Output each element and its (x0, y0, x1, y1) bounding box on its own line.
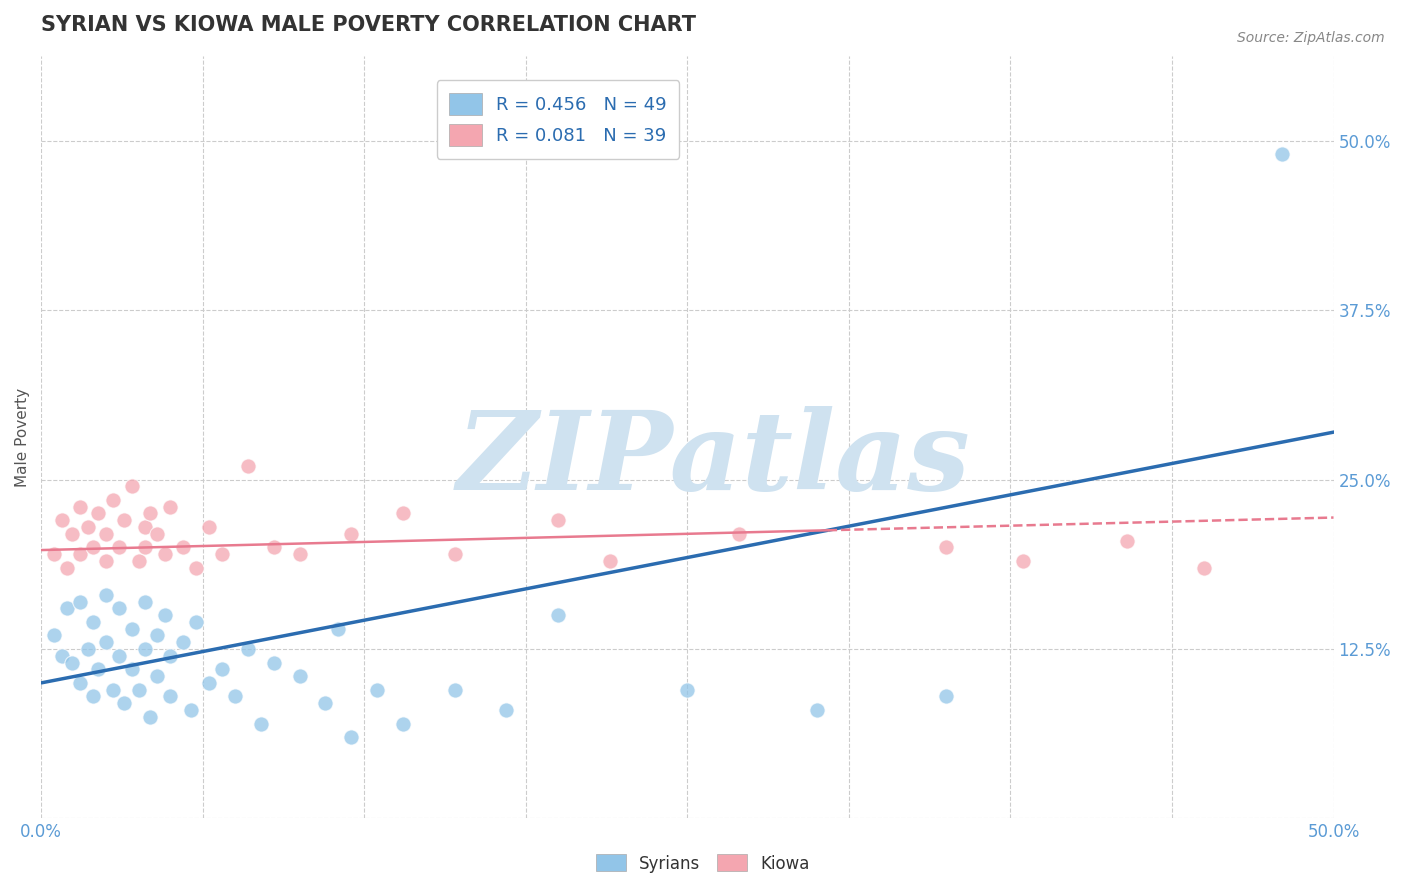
Point (153, 608, 176, 623)
Point (1012, 554, 1035, 568)
Point (107, 648, 129, 663)
Point (935, 690, 957, 704)
Point (180, 703, 202, 717)
Point (121, 662, 143, 676)
Point (69, 500, 91, 514)
Point (87, 507, 110, 521)
Point (495, 703, 517, 717)
Point (76, 642, 98, 657)
Point (1271, 147, 1294, 161)
Point (69, 547, 91, 561)
Point (443, 682, 465, 697)
Point (159, 500, 181, 514)
Point (186, 615, 208, 629)
Y-axis label: Male Poverty: Male Poverty (15, 388, 30, 487)
Point (128, 682, 150, 697)
Point (76, 520, 98, 534)
Point (186, 560, 208, 574)
Point (288, 669, 311, 683)
Point (211, 547, 233, 561)
Point (69, 594, 91, 608)
Point (224, 690, 246, 704)
Point (328, 622, 350, 636)
Point (51, 513, 73, 527)
Point (728, 526, 751, 541)
Legend: R = 0.456   N = 49, R = 0.081   N = 39: R = 0.456 N = 49, R = 0.081 N = 39 (437, 80, 679, 159)
Point (211, 662, 233, 676)
Point (443, 547, 465, 561)
Point (107, 601, 129, 615)
Point (87, 662, 110, 676)
Point (138, 507, 160, 521)
Point (121, 479, 143, 493)
Point (69, 676, 91, 690)
Point (172, 635, 194, 649)
Point (1115, 533, 1137, 548)
Point (112, 513, 135, 527)
Point (250, 716, 273, 731)
Point (94, 588, 117, 602)
Point (94, 635, 117, 649)
Point (82, 615, 104, 629)
Point (547, 513, 569, 527)
Point (94, 526, 117, 541)
Point (134, 520, 156, 534)
Point (82, 690, 104, 704)
Point (56, 560, 79, 574)
Point (60, 656, 83, 670)
Point (56, 601, 79, 615)
Text: SYRIAN VS KIOWA MALE POVERTY CORRELATION CHART: SYRIAN VS KIOWA MALE POVERTY CORRELATION… (41, 15, 696, 35)
Point (676, 682, 699, 697)
Point (392, 507, 415, 521)
Point (340, 526, 363, 541)
Point (134, 594, 156, 608)
Point (153, 547, 176, 561)
Point (288, 547, 311, 561)
Point (128, 554, 150, 568)
Point (121, 622, 143, 636)
Point (42, 628, 65, 642)
Point (103, 682, 125, 697)
Point (51, 648, 73, 663)
Point (107, 541, 129, 555)
Point (134, 642, 156, 657)
Point (314, 696, 336, 710)
Point (236, 642, 259, 657)
Point (146, 526, 169, 541)
Point (172, 541, 194, 555)
Point (1194, 560, 1216, 574)
Text: Source: ZipAtlas.com: Source: ZipAtlas.com (1237, 31, 1385, 45)
Point (159, 648, 181, 663)
Point (82, 541, 104, 555)
Point (198, 520, 221, 534)
Point (42, 547, 65, 561)
Point (547, 608, 569, 623)
Point (94, 554, 117, 568)
Point (159, 690, 181, 704)
Point (146, 628, 169, 642)
Point (263, 656, 285, 670)
Point (112, 696, 135, 710)
Point (198, 676, 221, 690)
Point (366, 682, 388, 697)
Point (935, 541, 957, 555)
Legend: Syrians, Kiowa: Syrians, Kiowa (589, 847, 817, 880)
Point (138, 710, 160, 724)
Text: ZIPatlas: ZIPatlas (456, 407, 970, 514)
Point (134, 541, 156, 555)
Point (263, 541, 285, 555)
Point (340, 730, 363, 744)
Point (103, 492, 125, 507)
Point (236, 458, 259, 473)
Point (599, 554, 621, 568)
Point (146, 669, 169, 683)
Point (60, 526, 83, 541)
Point (806, 703, 828, 717)
Point (392, 716, 415, 731)
